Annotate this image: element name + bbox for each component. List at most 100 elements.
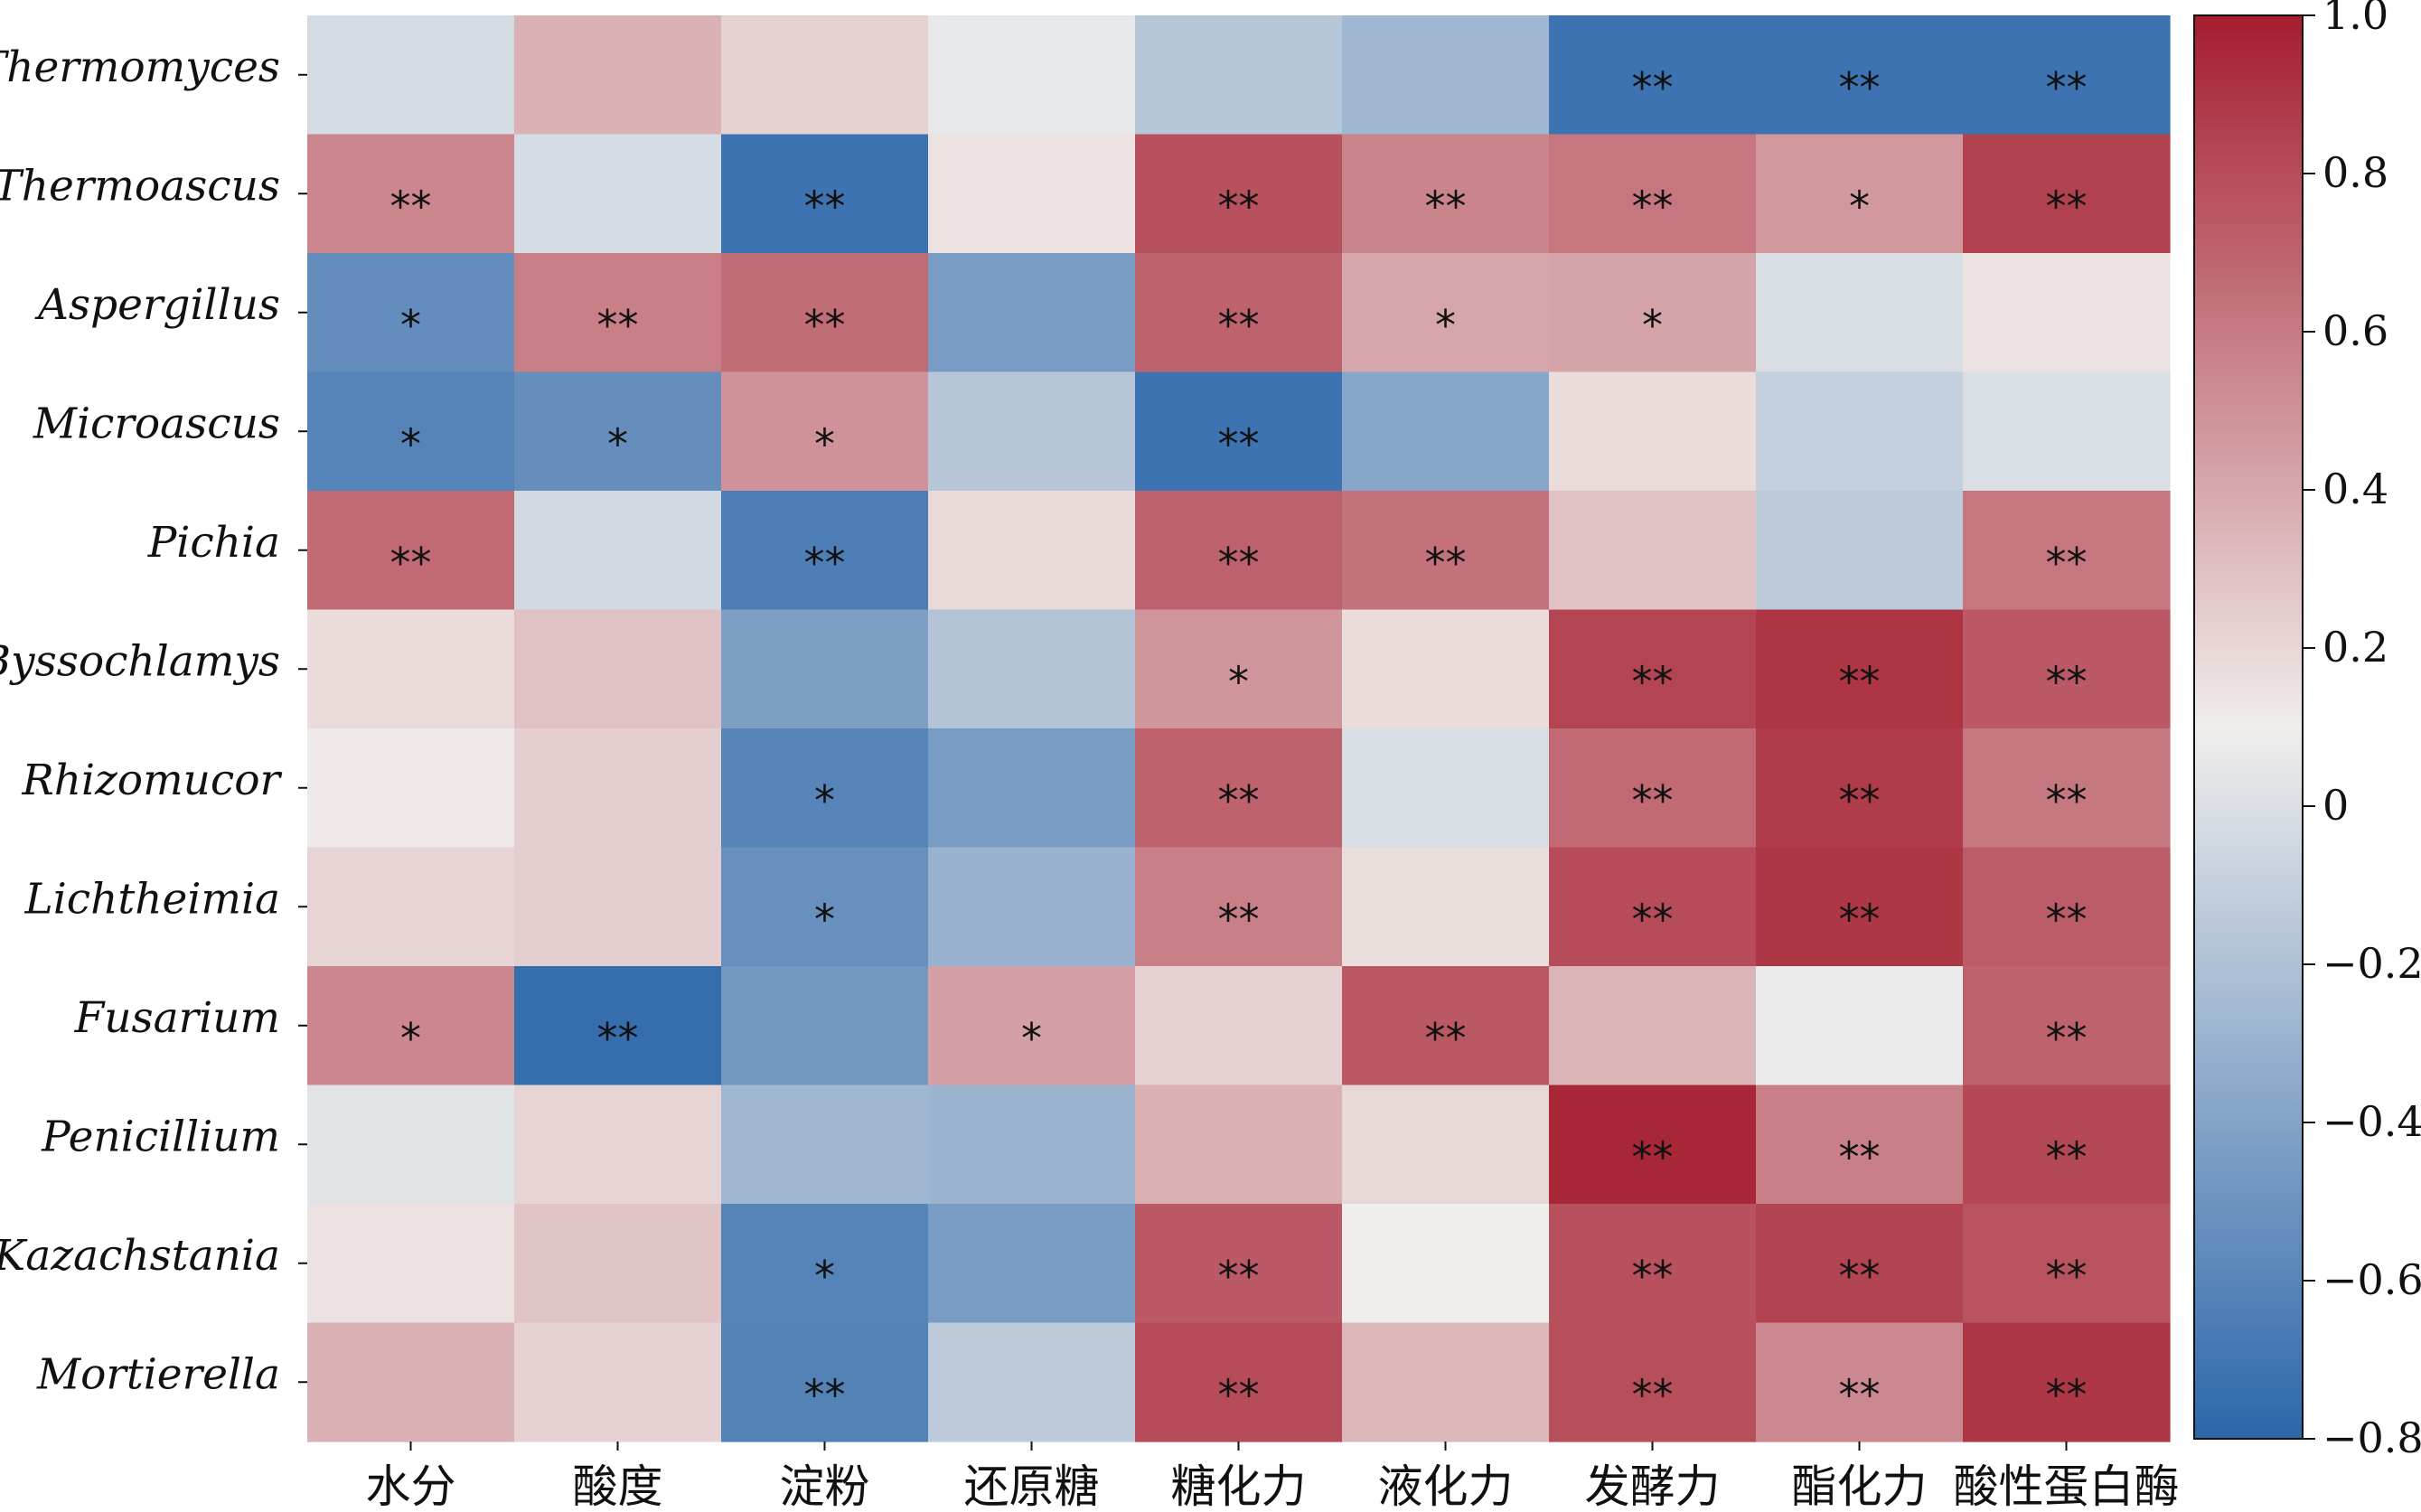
row-label: Aspergillus xyxy=(34,280,280,330)
colorbar: 1.0 0.8 0.6 0.4 0.2 0 −0.2 −0.4 −0.6 −0.8 xyxy=(2193,0,2421,1462)
heatmap-cell xyxy=(1756,966,1964,1086)
significance-mark: ** xyxy=(1218,539,1260,587)
significance-mark: ** xyxy=(1632,1132,1674,1181)
column-label: 酯化力 xyxy=(1792,1460,1928,1512)
heatmap-cell xyxy=(1342,491,1550,611)
column-labels: 水分 酸度 淀粉 还原糖 糖化力 液化力 发酵力 酯化力 酸性蛋白酶 xyxy=(366,1442,2180,1512)
significance-mark: * xyxy=(1642,301,1663,350)
heatmap-cell xyxy=(1342,1322,1550,1442)
heatmap-cell xyxy=(1342,134,1550,254)
significance-mark: * xyxy=(814,776,835,825)
heatmap-cell xyxy=(514,728,722,849)
significance-mark: * xyxy=(814,419,835,468)
significance-mark: * xyxy=(1435,301,1456,350)
heatmap-cell xyxy=(1135,253,1343,373)
column-label: 还原糖 xyxy=(964,1460,1100,1512)
heatmap-cell xyxy=(307,847,515,967)
heatmap-cell xyxy=(307,1204,515,1324)
heatmap-cell xyxy=(1963,1085,2171,1205)
significance-mark: ** xyxy=(1632,895,1674,944)
heatmap-cell xyxy=(1963,491,2171,611)
colorbar-tick-label: −0.4 xyxy=(2322,1097,2421,1146)
significance-mark: ** xyxy=(804,539,846,587)
row-label: Byssochlamys xyxy=(0,636,280,686)
heatmap-cell xyxy=(928,966,1136,1086)
heatmap-cell xyxy=(1756,847,1964,967)
significance-mark: ** xyxy=(2046,1014,2088,1063)
heatmap-cell xyxy=(1135,966,1343,1086)
heatmap-cell xyxy=(1756,609,1964,729)
column-label: 糖化力 xyxy=(1171,1460,1307,1512)
significance-mark: ** xyxy=(2046,539,2088,587)
heatmap-cell xyxy=(721,1204,929,1324)
heatmap-cell xyxy=(721,371,929,492)
heatmap-cell xyxy=(721,966,929,1086)
significance-mark: ** xyxy=(1632,1252,1674,1301)
heatmap-cell xyxy=(928,609,1136,729)
significance-mark: ** xyxy=(1218,895,1260,944)
heatmap-cell xyxy=(514,1204,722,1324)
heatmap-cell xyxy=(307,966,515,1086)
significance-mark: ** xyxy=(804,301,846,350)
significance-mark: * xyxy=(1849,182,1870,230)
column-label: 发酵力 xyxy=(1585,1460,1721,1512)
heatmap-cell xyxy=(307,371,515,492)
row-label: Lichtheimia xyxy=(24,874,280,924)
heatmap-cell xyxy=(928,728,1136,849)
row-labels: Thermomyces Thermoascus Aspergillus Microas… xyxy=(0,42,307,1399)
significance-mark: * xyxy=(814,895,835,944)
significance-mark: ** xyxy=(1632,1370,1674,1419)
row-label: Kazachstania xyxy=(0,1231,280,1281)
heatmap-cell xyxy=(1963,15,2171,136)
heatmap-cell xyxy=(1756,728,1964,849)
colorbar-tick-label: −0.8 xyxy=(2322,1413,2421,1462)
significance-mark: ** xyxy=(1425,182,1467,230)
heatmap-cell xyxy=(307,1322,515,1442)
row-label: Rhizomucor xyxy=(21,756,282,805)
column-label: 淀粉 xyxy=(780,1460,870,1512)
column-label: 酸度 xyxy=(573,1460,663,1512)
significance-mark: ** xyxy=(1632,776,1674,825)
colorbar-tick-label: 0.8 xyxy=(2322,148,2388,197)
heatmap-cell xyxy=(514,1085,722,1205)
heatmap-cell xyxy=(1756,253,1964,373)
heatmap-cell xyxy=(1549,966,1757,1086)
heatmap-cell xyxy=(1756,134,1964,254)
heatmap-cell xyxy=(514,134,722,254)
row-label: Mortierella xyxy=(36,1349,280,1399)
heatmap-cell xyxy=(1963,1322,2171,1442)
significance-mark: ** xyxy=(2046,1132,2088,1181)
heatmap-cell xyxy=(1342,15,1550,136)
colorbar-tick-label: 0 xyxy=(2322,781,2349,830)
heatmap-cell xyxy=(1342,847,1550,967)
significance-mark: ** xyxy=(1632,182,1674,230)
colorbar-tick-label: −0.6 xyxy=(2322,1255,2421,1304)
significance-mark: ** xyxy=(804,182,846,230)
significance-mark: ** xyxy=(1218,182,1260,230)
significance-mark: ** xyxy=(390,539,432,587)
colorbar-tick-label: 0.4 xyxy=(2322,465,2388,513)
heatmap-cell xyxy=(514,609,722,729)
heatmap-cell xyxy=(1549,15,1757,136)
heatmap-cell xyxy=(1342,728,1550,849)
heatmap-cell xyxy=(1135,15,1343,136)
significance-mark: ** xyxy=(804,1370,846,1419)
heatmap-cell xyxy=(721,1322,929,1442)
heatmap-cell xyxy=(1549,1204,1757,1324)
heatmap-cell xyxy=(928,847,1136,967)
colorbar-frame xyxy=(2193,14,2304,1440)
heatmap-cell xyxy=(1135,1085,1343,1205)
row-label: Thermomyces xyxy=(0,42,280,92)
significance-marks: ** ** **** ** ** ** ** * *** ** ** ** * ** * * **** ** ** *… xyxy=(390,63,2088,1420)
heatmap-cell xyxy=(1963,134,2171,254)
heatmap-cells xyxy=(307,15,2171,1442)
significance-mark: ** xyxy=(597,1014,639,1063)
heatmap-cell xyxy=(514,847,722,967)
significance-mark: ** xyxy=(1839,657,1881,706)
row-label: Penicillium xyxy=(41,1112,280,1161)
heatmap-cell xyxy=(307,491,515,611)
heatmap-cell xyxy=(928,1085,1136,1205)
colorbar-tick-label: 1.0 xyxy=(2322,0,2388,39)
heatmap-cell xyxy=(514,966,722,1086)
heatmap-cell xyxy=(1963,847,2171,967)
